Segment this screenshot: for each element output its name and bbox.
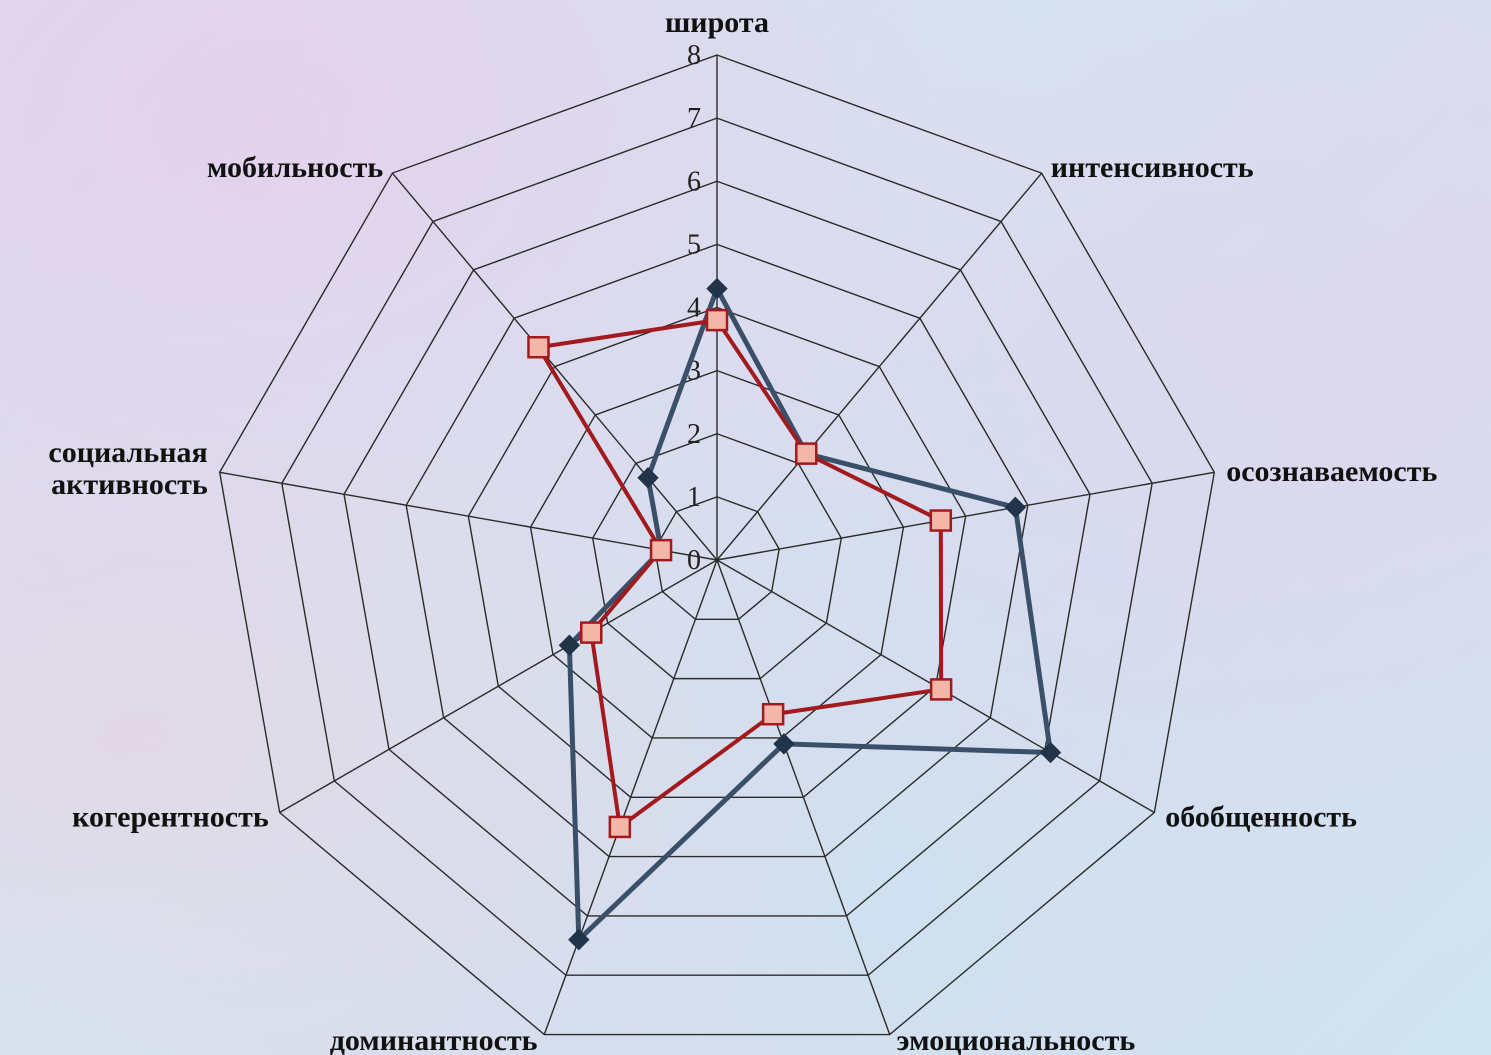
axis-spoke — [716, 559, 891, 1035]
tick-label: 5 — [687, 229, 701, 260]
data-point — [558, 634, 581, 656]
data-point — [568, 928, 590, 951]
series-line — [536, 318, 944, 829]
grid-ring — [281, 117, 1153, 976]
axis-label: осознаваемость — [1226, 455, 1437, 488]
data-point — [637, 467, 659, 489]
axis-label-line: обобщенность — [1165, 801, 1357, 834]
grid-ring — [591, 433, 843, 680]
axis-label: эмоциональность — [896, 1024, 1135, 1055]
data-point — [1004, 496, 1027, 519]
axis-label-line: осознаваемость — [1226, 455, 1437, 488]
grid-ring — [467, 306, 967, 798]
grid-ring — [405, 243, 1029, 858]
axis-label: доминантность — [330, 1024, 538, 1055]
data-point — [773, 733, 795, 755]
axis-spoke — [279, 559, 718, 814]
data-point — [705, 308, 729, 332]
axis-spoke — [716, 471, 1215, 561]
axis-label-line: широта — [665, 6, 769, 39]
data-point — [761, 702, 785, 726]
tick-label: 2 — [687, 419, 701, 450]
data-point — [1039, 741, 1062, 764]
axis-label-line: мобильность — [207, 151, 383, 184]
data-point — [580, 621, 603, 644]
axis-label: интенсивность — [1051, 151, 1254, 184]
data-series — [527, 277, 1062, 951]
axis-label-line: когерентность — [72, 801, 269, 834]
grid-ring — [654, 496, 780, 621]
grid-ring — [218, 54, 1216, 1036]
axis-label: широта — [665, 6, 769, 39]
grid-ring — [343, 180, 1091, 917]
tick-label: 4 — [687, 293, 701, 324]
axis-spoke — [219, 471, 718, 561]
axis-label: социальная активность — [48, 436, 208, 501]
tick-label: 0 — [687, 545, 701, 576]
data-point — [795, 442, 818, 465]
axis-label: когерентность — [72, 801, 269, 834]
axis-labels: широта интенсивность осознаваемость обобщен… — [48, 6, 1437, 1055]
axis-label-line: доминантность — [330, 1024, 538, 1055]
data-point — [649, 538, 673, 562]
data-point — [608, 815, 632, 839]
axis-label-line: эмоциональность — [896, 1024, 1135, 1055]
data-point — [929, 509, 953, 532]
axis-label-line: интенсивность — [1051, 151, 1254, 184]
tick-label: 6 — [687, 166, 701, 197]
axis-spoke — [391, 172, 718, 561]
axis-spoke — [716, 172, 1043, 561]
tick-label: 1 — [687, 482, 701, 513]
axis-label-line: активность — [51, 468, 208, 501]
data-point — [929, 678, 953, 701]
axis-label-line: социальная — [48, 436, 207, 469]
data-point — [527, 335, 550, 359]
tick-label: 7 — [687, 103, 701, 134]
radar-spokes — [219, 55, 1215, 1035]
axis-label: мобильность — [207, 151, 383, 184]
axis-spoke — [543, 559, 718, 1035]
data-point — [706, 277, 728, 300]
series-line — [566, 286, 1053, 943]
tick-label: 8 — [687, 40, 701, 71]
axis-label: обобщенность — [1165, 801, 1357, 834]
